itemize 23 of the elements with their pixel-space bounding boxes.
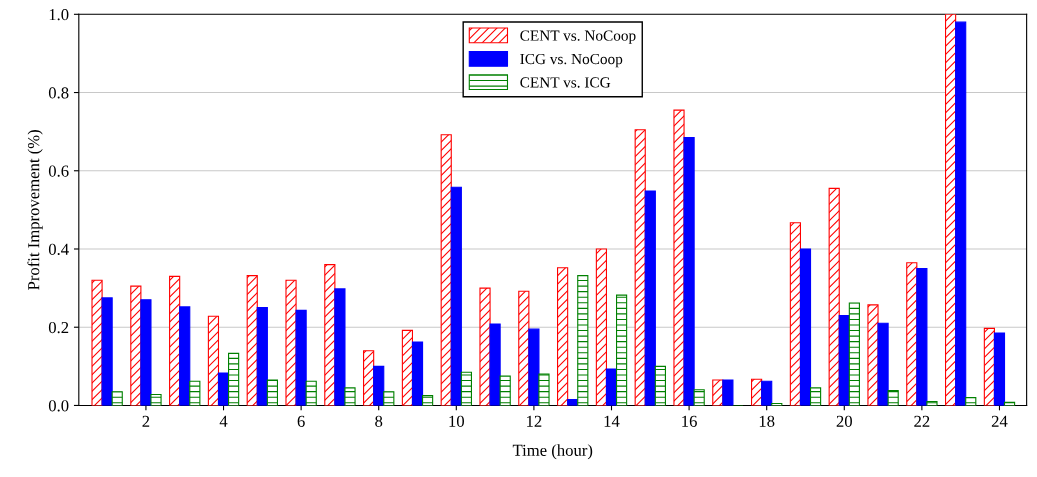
x-tick-label: 2 xyxy=(142,415,150,427)
x-tick-label: 22 xyxy=(914,415,930,427)
legend-label: CENT vs. NoCoop xyxy=(520,30,636,44)
y-tick-label: 1.0 xyxy=(49,9,69,21)
legend-label: CENT vs. ICG xyxy=(520,77,611,88)
x-tick-label: 8 xyxy=(375,415,383,427)
x-tick-label: 18 xyxy=(759,415,775,427)
y-axis-title: Profit Improvement (%) xyxy=(27,130,43,290)
x-tick-label: 12 xyxy=(527,415,542,427)
x-axis-title: Time (hour) xyxy=(512,444,593,460)
x-tick-label: 10 xyxy=(449,415,465,427)
x-tick-label: 14 xyxy=(604,415,620,427)
y-tick-label: 0.0 xyxy=(48,400,69,412)
y-tick-label: 0.8 xyxy=(48,87,69,99)
x-tick-label: 20 xyxy=(836,415,852,427)
y-tick-label: 0.4 xyxy=(48,243,69,256)
y-tick-label: 0.2 xyxy=(48,321,69,334)
legend-label: ICG vs. NoCoop xyxy=(520,53,623,68)
x-tick-label: 4 xyxy=(219,415,228,427)
x-tick-label: 16 xyxy=(682,415,697,427)
x-tick-label: 6 xyxy=(297,415,305,427)
y-tick-label: 0.6 xyxy=(48,165,69,177)
x-tick-label: 24 xyxy=(991,415,1008,427)
